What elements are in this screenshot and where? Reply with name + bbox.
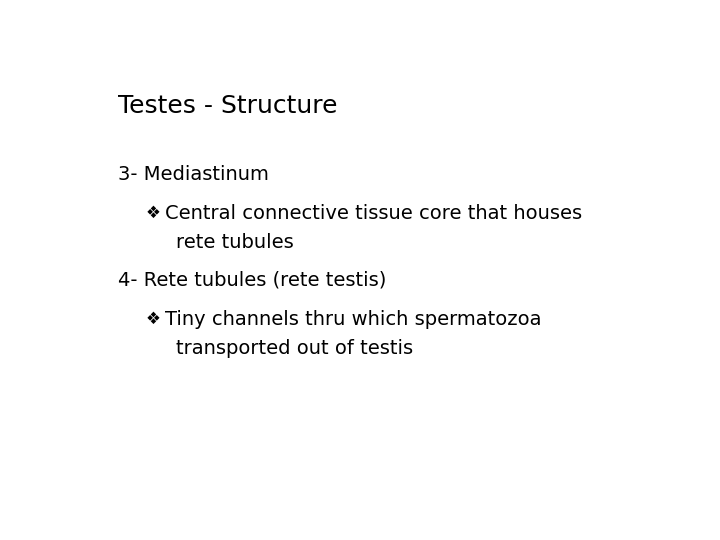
Text: transported out of testis: transported out of testis	[176, 339, 413, 358]
Text: 4- Rete tubules (rete testis): 4- Rete tubules (rete testis)	[118, 271, 386, 289]
Text: Central connective tissue core that houses: Central connective tissue core that hous…	[166, 204, 582, 223]
Text: rete tubules: rete tubules	[176, 233, 294, 252]
Text: 3- Mediastinum: 3- Mediastinum	[118, 165, 269, 184]
Text: ❖: ❖	[145, 310, 161, 328]
Text: Tiny channels thru which spermatozoa: Tiny channels thru which spermatozoa	[166, 310, 542, 329]
Text: Testes - Structure: Testes - Structure	[118, 94, 338, 118]
Text: ❖: ❖	[145, 204, 161, 222]
